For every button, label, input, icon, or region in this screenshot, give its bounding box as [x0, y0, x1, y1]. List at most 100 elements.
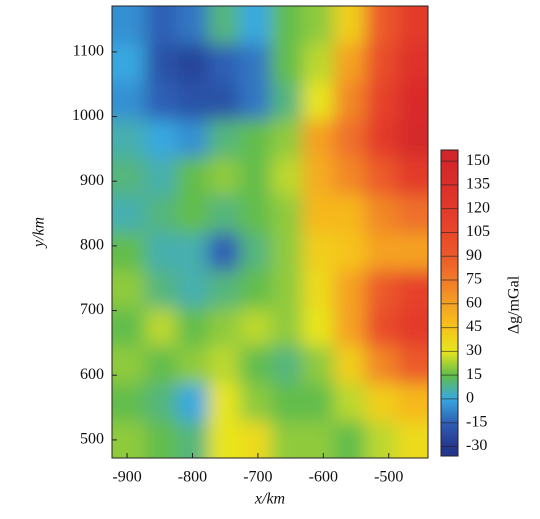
heat-cell	[208, 232, 241, 271]
heat-cell	[208, 157, 241, 196]
colorbar-tick-label: 0	[466, 390, 474, 407]
heat-cell	[365, 383, 398, 422]
heat-cell	[112, 195, 146, 234]
y-axis-label: y/km	[31, 217, 48, 249]
heat-cell	[396, 6, 428, 45]
x-axis-label: x/km	[254, 491, 285, 508]
heat-cell	[396, 346, 428, 385]
colorbar-tick-label: 75	[466, 271, 482, 288]
heat-cell	[333, 270, 366, 309]
heat-cell	[112, 119, 146, 158]
colorbar-tick-label: 120	[466, 199, 490, 216]
heat-cell	[176, 346, 209, 385]
heat-cell	[112, 270, 146, 309]
heat-cell	[208, 383, 241, 422]
heat-cell	[145, 44, 178, 83]
heat-cell	[302, 270, 335, 309]
heat-cell	[176, 81, 209, 121]
heat-cell	[333, 119, 366, 158]
heat-cell	[112, 383, 146, 422]
heat-cell	[176, 383, 209, 422]
heat-cell	[239, 383, 272, 422]
heat-cell	[333, 421, 366, 458]
heat-cell	[239, 119, 272, 158]
heat-cell	[396, 195, 428, 234]
heat-cell	[176, 308, 209, 347]
heat-cell	[112, 346, 146, 385]
heat-cell	[333, 157, 366, 196]
y-tick-label: 900	[80, 172, 104, 189]
heat-cell	[145, 346, 178, 385]
heat-cell	[239, 270, 272, 309]
heat-cell	[176, 119, 209, 158]
heat-cell	[302, 346, 335, 385]
heat-cell	[302, 195, 335, 234]
heat-cell	[208, 270, 241, 309]
heat-cell	[239, 346, 272, 385]
heat-cell	[333, 232, 366, 271]
colorbar-tick-label: 15	[466, 366, 482, 383]
heat-cell	[333, 195, 366, 234]
heat-cell	[145, 383, 178, 422]
heat-cell	[112, 421, 146, 458]
heat-cell	[302, 44, 335, 83]
colorbar-tick-label: 90	[466, 247, 482, 264]
heat-cell	[365, 81, 398, 121]
colorbar-tick-label: 105	[466, 223, 490, 240]
heat-cell	[302, 157, 335, 196]
heat-cell	[365, 346, 398, 385]
heat-cell	[333, 308, 366, 347]
x-tick-label: -800	[178, 469, 207, 486]
heat-cell	[239, 232, 272, 271]
heat-cell	[208, 346, 241, 385]
heat-cell	[270, 232, 303, 271]
heat-cell	[208, 44, 241, 83]
heat-cell	[208, 119, 241, 158]
heat-cell	[176, 6, 209, 45]
heat-cell	[333, 81, 366, 121]
heat-cell	[270, 308, 303, 347]
heat-cell	[208, 421, 241, 458]
heat-cell	[112, 81, 146, 121]
colorbar-tick-label: 60	[466, 294, 482, 311]
heat-cell	[302, 421, 335, 458]
heat-cell	[208, 195, 241, 234]
heat-cell	[270, 44, 303, 83]
heat-cell	[302, 383, 335, 422]
heat-cell	[239, 6, 272, 45]
x-tick-label: -900	[112, 469, 141, 486]
heat-cell	[208, 6, 241, 45]
colorbar-tick-label: -30	[466, 437, 487, 454]
heat-cell	[239, 308, 272, 347]
heat-cell	[270, 270, 303, 309]
heat-cell	[112, 44, 146, 83]
heat-cell	[396, 232, 428, 271]
heat-cell	[239, 44, 272, 83]
heat-cell	[270, 6, 303, 45]
colorbar-tick-label: 150	[466, 152, 490, 169]
heat-cell	[333, 6, 366, 45]
heat-cell	[365, 195, 398, 234]
heat-cell	[145, 195, 178, 234]
plot-frame	[111, 5, 429, 459]
x-tick-label: -600	[309, 469, 338, 486]
heat-cell	[176, 270, 209, 309]
heat-cell	[145, 308, 178, 347]
heat-cell	[208, 81, 241, 121]
heat-cell	[270, 81, 303, 121]
heat-cell	[145, 119, 178, 158]
y-tick-label: 1100	[73, 43, 104, 60]
y-tick-label: 500	[80, 431, 104, 448]
heat-cell	[302, 232, 335, 271]
heat-cell	[112, 157, 146, 196]
field	[112, 6, 428, 458]
heat-cell	[396, 383, 428, 422]
heat-cell	[396, 81, 428, 121]
heat-cell	[333, 44, 366, 83]
heat-cell	[396, 44, 428, 83]
colorbar	[440, 149, 459, 457]
heat-cell	[208, 308, 241, 347]
heat-cell	[112, 308, 146, 347]
heat-cell	[270, 119, 303, 158]
heat-cell	[396, 157, 428, 196]
